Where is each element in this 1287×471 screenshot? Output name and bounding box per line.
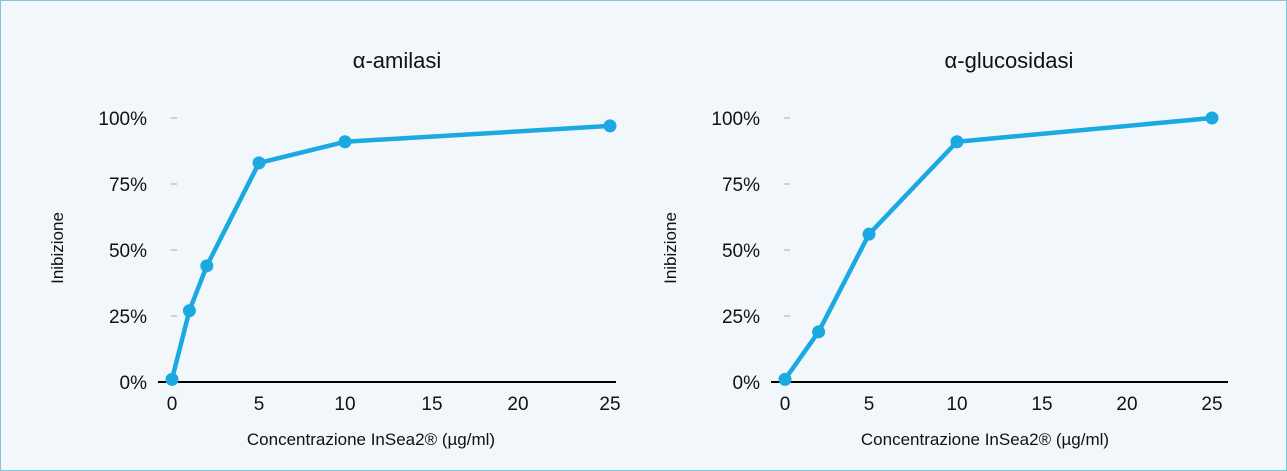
y-tick-label: 75% — [109, 175, 147, 196]
y-tick-label: 50% — [109, 241, 147, 262]
data-point — [182, 304, 196, 318]
y-tick-label: 75% — [722, 175, 760, 196]
data-point — [1205, 111, 1219, 125]
x-tick-label: 15 — [421, 394, 442, 415]
y-tick-label: 25% — [722, 307, 760, 328]
x-tick-label: 20 — [1116, 394, 1137, 415]
y-tick-label: 50% — [722, 241, 760, 262]
y-tick-label: 0% — [120, 373, 148, 394]
y-axis-label: Inibizione — [661, 212, 680, 284]
plot-area: 0% 25% 50% 75% 100% 0 5 10 15 20 25 — [98, 109, 620, 415]
data-point — [812, 325, 826, 339]
data-point — [338, 135, 352, 149]
series-line — [169, 123, 611, 380]
data-point — [252, 156, 266, 170]
x-tick-label: 15 — [1031, 394, 1052, 415]
series-line — [783, 115, 1213, 381]
chart-alpha-glucosidasi: α-glucosidasi Inibizione Concentrazione … — [661, 48, 1228, 449]
x-tick-label: 20 — [507, 394, 528, 415]
x-tick-label: 0 — [167, 394, 178, 415]
x-tick-label: 10 — [946, 394, 967, 415]
plot-area: 0% 25% 50% 75% 100% 0 5 10 15 20 25 — [711, 109, 1228, 415]
x-axis-label: Concentrazione InSea2® (µg/ml) — [247, 430, 495, 449]
x-tick-label: 5 — [254, 394, 265, 415]
data-point — [603, 119, 617, 133]
x-tick-label: 0 — [780, 394, 791, 415]
x-axis-label: Concentrazione InSea2® (µg/ml) — [861, 430, 1109, 449]
data-point — [778, 372, 792, 386]
chart-title: α-glucosidasi — [945, 48, 1074, 73]
data-point — [950, 135, 964, 149]
x-tick-label: 5 — [864, 394, 875, 415]
y-tick-label: 0% — [733, 373, 761, 394]
data-point — [165, 372, 179, 386]
data-point — [200, 259, 214, 273]
y-tick-label: 100% — [711, 109, 760, 130]
chart-alpha-amilasi: α-amilasi Inibizione Concentrazione InSe… — [48, 48, 621, 449]
y-tick-label: 100% — [98, 109, 147, 130]
chart-title: α-amilasi — [353, 48, 442, 73]
y-tick-label: 25% — [109, 307, 147, 328]
x-tick-label: 25 — [599, 394, 620, 415]
y-axis-label: Inibizione — [48, 212, 67, 284]
data-point — [862, 227, 876, 241]
x-tick-label: 10 — [334, 394, 355, 415]
x-tick-label: 25 — [1201, 394, 1222, 415]
